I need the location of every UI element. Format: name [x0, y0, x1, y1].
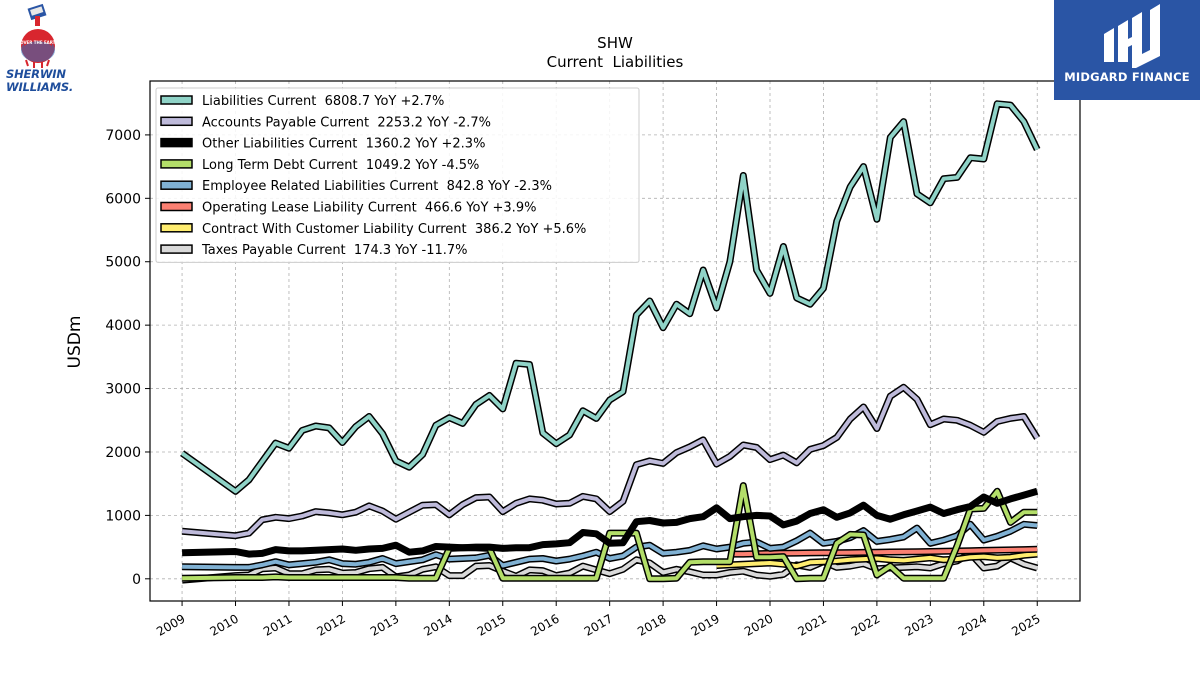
- x-tick-label: 2024: [956, 611, 989, 638]
- x-tick-label: 2011: [261, 611, 294, 638]
- legend-swatch: [160, 116, 193, 127]
- legend-label: Contract With Customer Liability Current…: [202, 222, 586, 237]
- y-tick-label: 6000: [105, 191, 141, 207]
- paint-can-globe-icon: COVER THE EARTH: [17, 3, 59, 68]
- series-line: [182, 487, 1039, 558]
- x-tick-label: 2022: [849, 611, 882, 638]
- series-line: [180, 101, 1040, 494]
- series-line: [182, 522, 1038, 570]
- x-tick-label: 2014: [421, 611, 454, 638]
- legend-swatch: [160, 244, 193, 254]
- y-tick-label: 4000: [105, 318, 141, 334]
- x-tick-label: 2017: [582, 611, 615, 638]
- sherwin-williams-logo: COVER THE EARTH SHERWIN WILLIAMS.: [4, 2, 74, 98]
- legend-swatch: [160, 159, 193, 169]
- x-tick-label: 2015: [475, 611, 508, 638]
- y-tick-label: 3000: [105, 382, 141, 398]
- legend-label: Employee Related Liabilities Current 842…: [202, 179, 552, 194]
- x-tick-label: 2025: [1009, 611, 1042, 638]
- series-layer: [180, 100, 1041, 584]
- legend-label: Other Liabilities Current 1360.2 YoY +2.…: [202, 137, 485, 152]
- midgard-m-icon: [1104, 4, 1160, 70]
- legend-swatch: [160, 137, 193, 148]
- midgard-finance-logo: MIDGARD FINANCE: [1054, 0, 1200, 100]
- x-tick-label: 2009: [154, 611, 187, 638]
- legend-swatch: [160, 201, 193, 212]
- y-tick-label: 1000: [105, 508, 141, 524]
- legend-swatch: [160, 223, 193, 233]
- x-tick-label: 2020: [742, 611, 775, 638]
- plot-frame: [149, 80, 1081, 602]
- x-tick-label: 2013: [368, 611, 401, 638]
- legend-swatch: [160, 180, 193, 190]
- y-tick-label: 2000: [105, 445, 141, 461]
- legend: Liabilities Current 6808.7 YoY +2.7% Acco…: [155, 87, 640, 263]
- series-line: [716, 552, 1038, 569]
- series-line: [181, 551, 1038, 583]
- globe-text: COVER THE EARTH: [17, 40, 59, 45]
- chart-subtitle: Current Liabilities: [547, 53, 684, 71]
- chart-title: SHW: [597, 34, 633, 52]
- brand-line2: WILLIAMS.: [6, 80, 74, 94]
- y-tick-label: 5000: [105, 255, 141, 271]
- series-line: [181, 385, 1039, 538]
- legend-label: Taxes Payable Current 174.3 YoY -11.7%: [201, 243, 468, 258]
- legend-label: Liabilities Current 6808.7 YoY +2.7%: [202, 94, 444, 109]
- x-tick-label: 2010: [208, 611, 241, 638]
- x-tick-label: 2016: [528, 611, 561, 638]
- y-tick-label: 0: [132, 572, 141, 588]
- x-tick-label: 2012: [314, 611, 347, 638]
- legend-label: Long Term Debt Current 1049.2 YoY -4.5%: [202, 158, 479, 173]
- y-tick-label: 7000: [105, 128, 141, 144]
- midgard-finance-name: MIDGARD FINANCE: [1064, 70, 1190, 84]
- legend-label: Accounts Payable Current 2253.2 YoY -2.7…: [202, 115, 491, 130]
- y-axis-label: USDm: [65, 316, 85, 369]
- x-tick-label: 2021: [795, 611, 828, 638]
- x-tick-label: 2023: [902, 611, 935, 638]
- legend-swatch: [160, 95, 193, 105]
- legend-label: Operating Lease Liability Current 466.6 …: [202, 201, 536, 216]
- legend-box: [155, 87, 640, 263]
- x-tick-label: 2019: [689, 611, 722, 638]
- x-tick-label: 2018: [635, 611, 668, 638]
- brand-line1: SHERWIN: [6, 67, 66, 81]
